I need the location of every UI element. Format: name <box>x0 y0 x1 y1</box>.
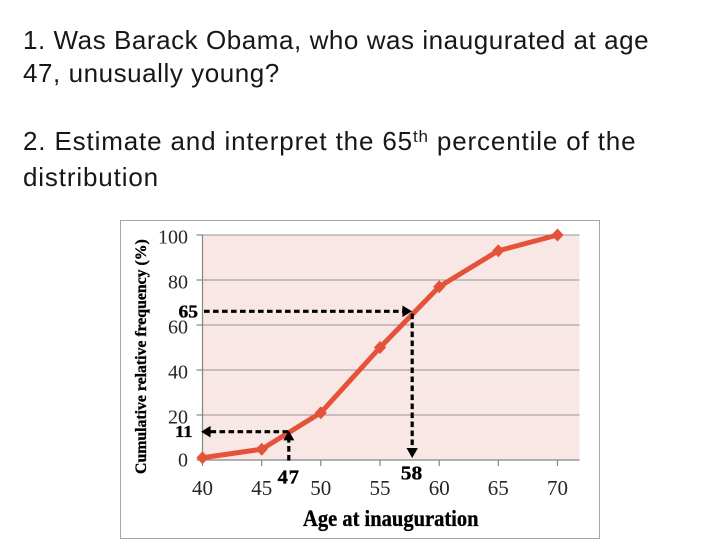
svg-text:80: 80 <box>168 271 188 293</box>
svg-text:100: 100 <box>158 226 188 248</box>
svg-text:65: 65 <box>488 476 509 500</box>
svg-text:11: 11 <box>175 422 193 441</box>
svg-text:Age at inauguration: Age at inauguration <box>303 506 479 531</box>
svg-text:65: 65 <box>179 302 199 322</box>
svg-text:55: 55 <box>370 476 391 500</box>
svg-text:60: 60 <box>429 476 450 500</box>
svg-text:47: 47 <box>278 467 300 489</box>
svg-text:0: 0 <box>178 449 188 471</box>
svg-text:58: 58 <box>401 462 423 484</box>
svg-text:Cumulative relative frequency: Cumulative relative frequency (%) <box>133 239 150 474</box>
svg-text:45: 45 <box>251 476 272 500</box>
svg-text:20: 20 <box>168 406 188 428</box>
svg-text:50: 50 <box>310 476 331 500</box>
svg-text:40: 40 <box>168 361 188 383</box>
svg-text:70: 70 <box>547 476 568 500</box>
svg-text:40: 40 <box>192 476 213 500</box>
svg-text:60: 60 <box>168 316 188 338</box>
